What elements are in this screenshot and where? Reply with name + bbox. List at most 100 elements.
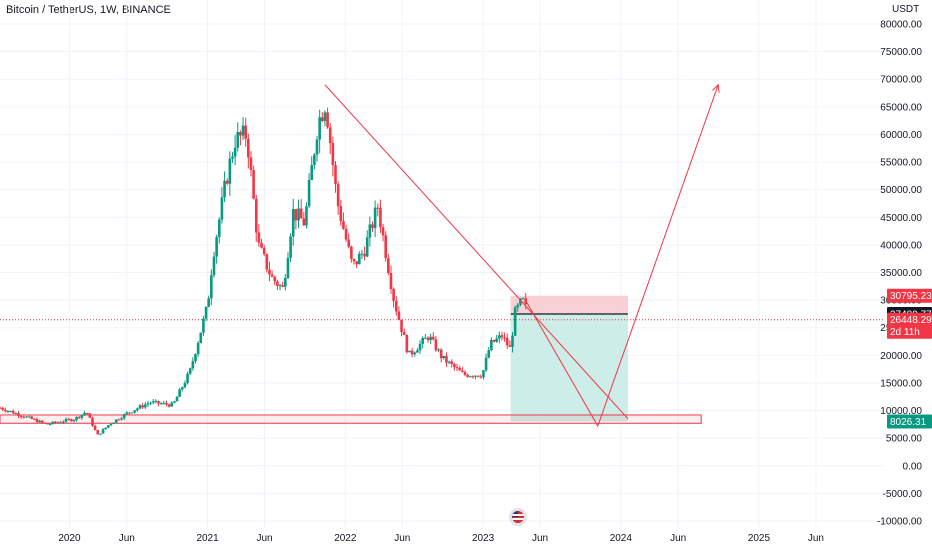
candle-body [508, 345, 512, 347]
candle-body [9, 410, 12, 412]
candle-body [175, 396, 179, 402]
candle-body [93, 425, 97, 431]
candle-body [416, 350, 419, 353]
grid [0, 0, 885, 528]
candle-body [30, 416, 34, 419]
candle-body [165, 402, 168, 405]
candle-body [11, 410, 15, 414]
candle-body [310, 165, 314, 181]
candle-body [437, 349, 440, 351]
candle-body [191, 361, 195, 369]
candle-body [112, 422, 115, 424]
countdown-label: 2d 11h [890, 327, 920, 338]
candle-body [424, 337, 427, 339]
candle-body [19, 415, 23, 417]
candle-body [347, 239, 351, 247]
candle-body [344, 228, 348, 240]
candle-body [397, 311, 401, 320]
candle-body [495, 338, 498, 342]
currency-label: USDT [892, 4, 920, 15]
candle-body [77, 416, 81, 418]
candle-body [180, 387, 184, 390]
candle-body [402, 331, 406, 336]
x-tick-label: 2021 [196, 533, 219, 544]
candle-body [109, 423, 113, 426]
candle-body [151, 401, 155, 403]
candle-body [146, 403, 150, 405]
candle-body [315, 139, 319, 155]
candle-body [70, 419, 73, 422]
candle-body [130, 412, 134, 414]
candle-body [202, 318, 205, 333]
candle-body [67, 419, 70, 421]
candle-body [278, 285, 282, 287]
candle-body [252, 169, 255, 199]
support-box [0, 414, 702, 424]
candle-body [413, 352, 417, 355]
candle-body [426, 337, 430, 341]
candle-body [268, 269, 271, 275]
candle-body [461, 370, 464, 372]
candle-body [91, 417, 94, 426]
candle-body [167, 404, 171, 407]
candle-body [474, 375, 477, 377]
candle-body [117, 419, 121, 421]
candle-body [350, 246, 353, 259]
candle-body [125, 412, 129, 415]
candle-body [284, 278, 287, 287]
take-profit-zone [510, 314, 628, 422]
candle-body [400, 319, 403, 332]
candle-body [223, 180, 226, 198]
downtrend-line [324, 84, 629, 420]
candle-body [196, 343, 200, 355]
candle-body [429, 336, 432, 341]
candle-body [328, 127, 332, 144]
candle-body [447, 361, 451, 363]
candle-body [281, 285, 284, 287]
candle-body [159, 403, 163, 405]
candle-body [497, 335, 501, 339]
candle-body [363, 253, 366, 257]
candle-body [408, 350, 411, 353]
position-zones [0, 295, 885, 424]
candle-body [434, 339, 438, 351]
candle-body [342, 221, 345, 229]
candle-body [302, 218, 306, 226]
candle-body [48, 423, 52, 425]
candle-body [442, 355, 446, 359]
candle-body [468, 376, 472, 378]
y-tick-label: 60000.00 [880, 130, 922, 141]
candle-body [339, 206, 343, 222]
candle-body [162, 402, 166, 404]
candle-body [307, 180, 311, 207]
chart-title: Bitcoin / TetherUS, 1W, BINANCE [6, 4, 171, 16]
candle-body [22, 416, 26, 418]
candle-body [482, 370, 485, 378]
candle-body [505, 337, 509, 346]
candle-body [381, 227, 385, 236]
y-tick-label: 10000.00 [880, 406, 922, 417]
candle-body [14, 413, 18, 415]
candle-body [157, 400, 160, 404]
candle-body [521, 298, 525, 300]
candle-body [513, 307, 517, 336]
candle-body [320, 117, 324, 121]
candle-body [204, 306, 208, 319]
candle-body [379, 207, 382, 228]
candle-body [225, 180, 229, 184]
candle-body [114, 419, 118, 423]
y-tick-label: 20000.00 [880, 351, 922, 362]
x-tick-label: 2020 [58, 533, 81, 544]
candle-body [260, 242, 263, 248]
flag-logo-icon[interactable] [509, 508, 527, 526]
x-tick-label: Jun [394, 533, 410, 544]
candle-body [262, 247, 266, 255]
candle-body [85, 412, 89, 414]
candle-body [228, 158, 232, 184]
candle-body [99, 433, 102, 435]
candle-body [453, 364, 456, 368]
candle-body [101, 429, 105, 434]
candle-body [270, 274, 274, 277]
